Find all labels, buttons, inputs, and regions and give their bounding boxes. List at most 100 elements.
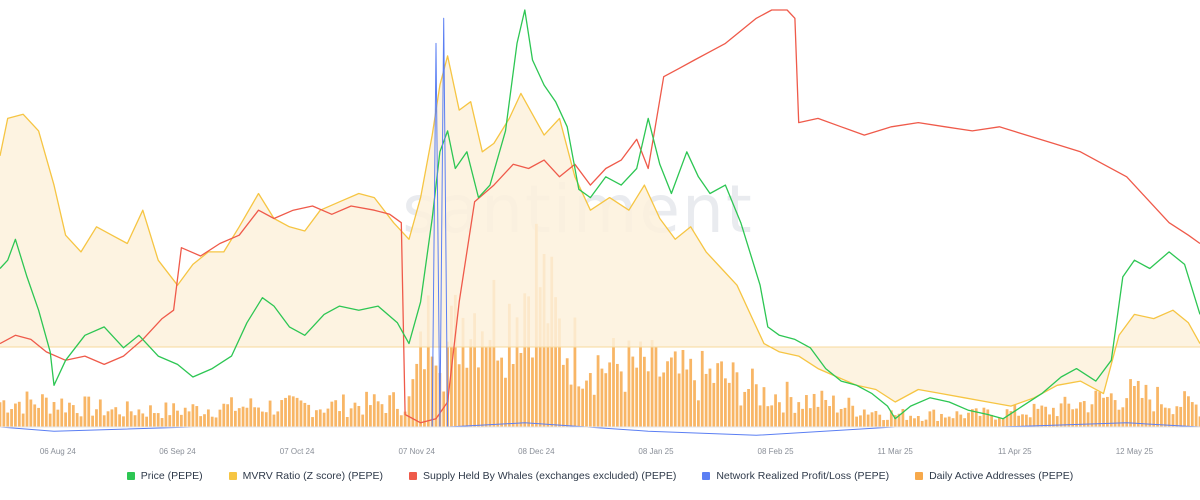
legend-label-price: Price (PEPE) xyxy=(140,470,203,482)
daa-bar xyxy=(453,294,457,427)
daa-bar xyxy=(928,411,932,427)
daily-active-addresses-bars xyxy=(0,223,1200,427)
daa-bar xyxy=(1121,407,1125,427)
daa-bar xyxy=(17,401,21,427)
daa-bar xyxy=(396,408,399,427)
daa-bar xyxy=(233,410,237,427)
daa-bar xyxy=(322,412,326,427)
daa-bar xyxy=(747,389,750,427)
daa-bar xyxy=(677,373,681,427)
daa-bar xyxy=(1090,404,1094,427)
daa-bar xyxy=(33,404,37,427)
price-line xyxy=(0,9,1200,420)
daa-bar xyxy=(415,363,419,427)
daa-bar xyxy=(318,409,322,427)
daa-bar xyxy=(627,340,631,427)
daa-bar xyxy=(176,410,179,427)
daa-bar xyxy=(149,405,152,427)
daa-bar xyxy=(754,384,758,427)
daa-bar xyxy=(1032,403,1036,427)
legend: Price (PEPE) MVRV Ratio (Z score) (PEPE)… xyxy=(0,470,1200,482)
legend-label-mvrv: MVRV Ratio (Z score) (PEPE) xyxy=(242,470,384,482)
daa-bar xyxy=(986,409,990,427)
legend-item-daa[interactable]: Daily Active Addresses (PEPE) xyxy=(915,470,1073,482)
daa-bar xyxy=(955,411,959,427)
daa-bar xyxy=(843,407,847,427)
daa-bar xyxy=(83,396,87,427)
daa-bar xyxy=(990,414,994,427)
daa-bar xyxy=(801,408,804,427)
daa-bar xyxy=(781,412,785,427)
daa-bar xyxy=(855,416,858,427)
daa-bar xyxy=(561,364,565,427)
daa-bar xyxy=(133,415,137,427)
daa-bar xyxy=(199,416,203,427)
daa-bar xyxy=(1055,416,1059,427)
daa-bar xyxy=(1125,398,1129,427)
daa-bar xyxy=(1009,411,1013,427)
daa-bar xyxy=(25,391,29,427)
daa-bar xyxy=(940,413,943,427)
daa-bar xyxy=(1036,408,1040,427)
daa-bar xyxy=(816,406,820,427)
daa-bar xyxy=(253,407,257,427)
daa-bar xyxy=(299,400,303,427)
daa-bar xyxy=(338,411,341,427)
daa-bar xyxy=(1051,407,1055,427)
daa-bar xyxy=(886,419,889,427)
legend-label-whales: Supply Held By Whales (exchanges exclude… xyxy=(423,470,677,482)
daa-bar xyxy=(1082,401,1086,427)
daa-bar xyxy=(357,406,361,427)
legend-item-price[interactable]: Price (PEPE) xyxy=(126,470,203,482)
daa-bar xyxy=(222,403,226,427)
daa-bar xyxy=(79,416,83,427)
daa-bar xyxy=(600,368,604,427)
daa-bar xyxy=(889,410,893,427)
daa-bar xyxy=(276,411,280,427)
daa-bar xyxy=(241,406,245,427)
daa-bar xyxy=(361,414,365,427)
daa-bar xyxy=(623,391,627,427)
daa-bar xyxy=(214,417,218,427)
daa-bar xyxy=(507,303,511,427)
daa-bar xyxy=(1028,417,1032,427)
daa-bar xyxy=(434,365,438,427)
daa-bar xyxy=(1148,399,1152,427)
daa-bar xyxy=(1059,403,1063,427)
daa-bar xyxy=(812,393,816,427)
daa-bar xyxy=(419,331,422,427)
daa-bar xyxy=(56,409,60,427)
legend-label-nrpl: Network Realized Profit/Loss (PEPE) xyxy=(716,470,890,482)
daa-bar xyxy=(1198,416,1200,427)
legend-item-mvrv[interactable]: MVRV Ratio (Z score) (PEPE) xyxy=(228,470,384,482)
daa-bar xyxy=(291,396,295,427)
daa-bar xyxy=(720,361,723,427)
daa-bar xyxy=(91,415,94,427)
daa-bar xyxy=(959,414,963,427)
daa-bar xyxy=(44,397,48,427)
daa-bar xyxy=(1086,412,1090,427)
daa-bar xyxy=(226,404,230,427)
daa-bar xyxy=(257,407,260,427)
daa-bar xyxy=(392,392,395,427)
daa-bar xyxy=(866,414,870,427)
legend-item-nrpl[interactable]: Network Realized Profit/Loss (PEPE) xyxy=(702,470,889,482)
daa-bar xyxy=(666,361,669,427)
daa-bar xyxy=(916,416,920,427)
daa-bar xyxy=(920,420,924,427)
mvrv-area-fill xyxy=(0,55,1200,407)
daa-bar xyxy=(851,405,855,427)
daa-bar xyxy=(1144,384,1148,427)
daa-bar xyxy=(943,417,947,427)
legend-label-daa: Daily Active Addresses (PEPE) xyxy=(929,470,1074,482)
daa-bar xyxy=(1040,405,1044,427)
daa-bar xyxy=(260,411,264,427)
legend-swatch-price xyxy=(126,472,135,480)
daa-bar xyxy=(615,363,619,427)
legend-item-whales[interactable]: Supply Held By Whales (exchanges exclude… xyxy=(409,470,676,482)
daa-bar xyxy=(110,409,114,427)
x-tick-label: 08 Dec 24 xyxy=(518,447,555,456)
daa-bar xyxy=(469,339,473,427)
daa-bar xyxy=(1190,402,1194,427)
x-tick-label: 07 Oct 24 xyxy=(280,447,315,456)
